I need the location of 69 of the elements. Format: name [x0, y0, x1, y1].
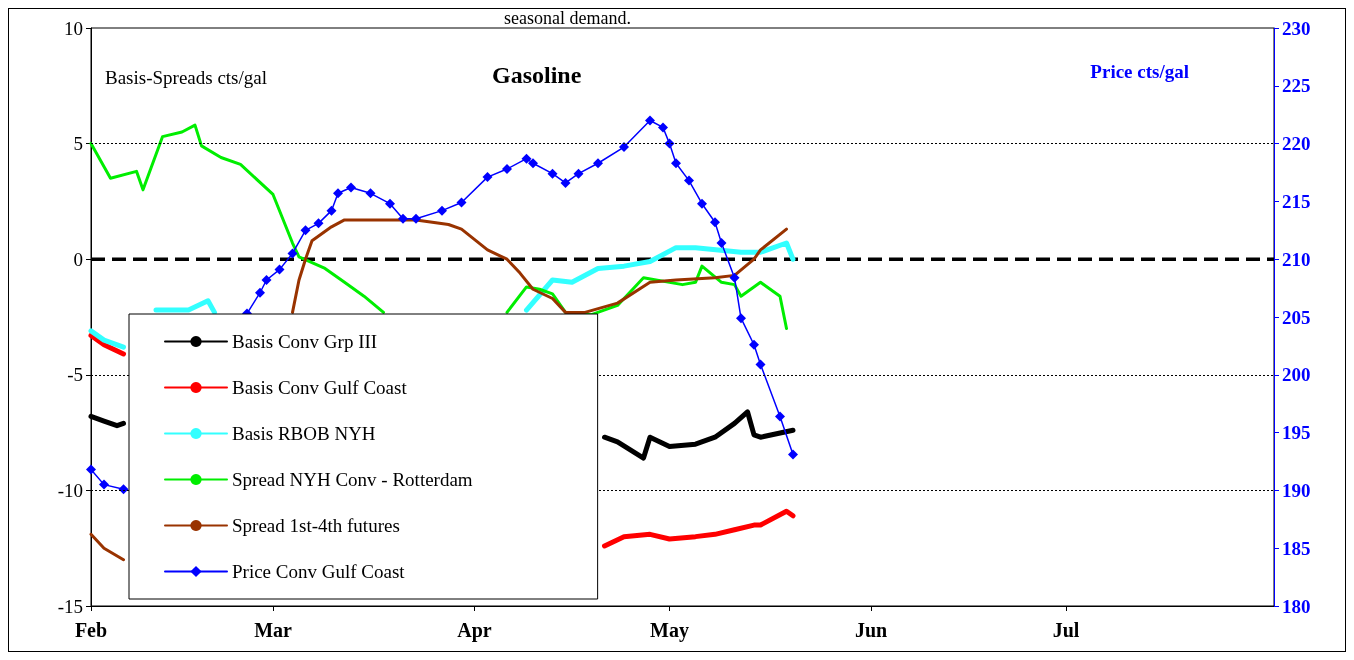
point [547, 168, 558, 179]
point [365, 188, 376, 199]
point [729, 272, 740, 283]
y-tick-label: -15 [57, 595, 83, 617]
point [502, 164, 512, 175]
point [528, 158, 538, 169]
x-tick-label: Apr [457, 619, 492, 642]
point [788, 449, 798, 460]
x-tick-label: Feb [74, 619, 108, 641]
y2-tick-label: 195 [1282, 422, 1311, 444]
point [287, 248, 298, 259]
point [619, 142, 629, 153]
point [775, 411, 785, 422]
y2-tick-label: 210 [1282, 248, 1311, 270]
y-axis-title: Basis-Spreads cts/gal [105, 67, 268, 88]
y-tick-label: -10 [57, 479, 83, 501]
y2-axis-title: Price cts/gal [1090, 61, 1190, 82]
y2-tick-label: 205 [1282, 306, 1311, 328]
point [749, 339, 759, 350]
point [274, 264, 285, 275]
point [326, 205, 337, 216]
point [697, 198, 707, 209]
y2-tick-label: 215 [1282, 190, 1311, 212]
point [300, 225, 311, 236]
point [437, 205, 447, 216]
y-tick-label: 0 [73, 248, 83, 270]
y2-tick-label: 180 [1282, 595, 1311, 617]
y2-tick-label: 190 [1282, 479, 1311, 501]
y2-tick-label: 230 [1282, 17, 1311, 39]
point [333, 188, 343, 199]
y2-tick-label: 220 [1282, 133, 1311, 155]
legend-label: Basis Conv Grp III [232, 331, 378, 352]
y2-tick-label: 200 [1282, 364, 1311, 386]
x-tick-label: Mar [254, 619, 292, 641]
point [411, 213, 421, 224]
text: Gasoline [492, 62, 582, 88]
y-tick-label: -5 [67, 364, 83, 386]
point [385, 198, 395, 209]
point [671, 158, 681, 169]
point [313, 218, 324, 229]
legend-label: Basis Conv Gulf Coast [232, 377, 408, 398]
point [755, 359, 766, 370]
point [482, 172, 493, 183]
point [521, 153, 532, 164]
point [560, 177, 571, 188]
point [664, 138, 675, 149]
point [593, 158, 603, 169]
point [398, 213, 408, 224]
point [736, 313, 746, 324]
y-tick-label: 10 [64, 17, 83, 39]
x-tick-label: Jul [1052, 619, 1080, 641]
point [346, 182, 356, 193]
point [710, 217, 720, 228]
x-tick-label: May [650, 619, 689, 642]
y-tick-label: 5 [73, 133, 83, 155]
text: seasonal demand. [504, 8, 631, 28]
x-tick-label: Jun [854, 619, 888, 641]
y2-tick-label: 185 [1282, 537, 1311, 559]
y2-tick-label: 225 [1282, 75, 1311, 97]
point [716, 238, 727, 249]
legend-label: Spread 1st-4th futures [232, 515, 400, 536]
legend-label: Price Conv Gulf Coast [232, 561, 406, 582]
point [573, 168, 584, 179]
point [658, 122, 668, 133]
point [456, 197, 467, 208]
legend-label: Spread NYH Conv - Rotterdam [232, 469, 473, 490]
legend-label: Basis RBOB NYH [232, 423, 376, 444]
point [645, 115, 655, 126]
point [684, 175, 694, 186]
